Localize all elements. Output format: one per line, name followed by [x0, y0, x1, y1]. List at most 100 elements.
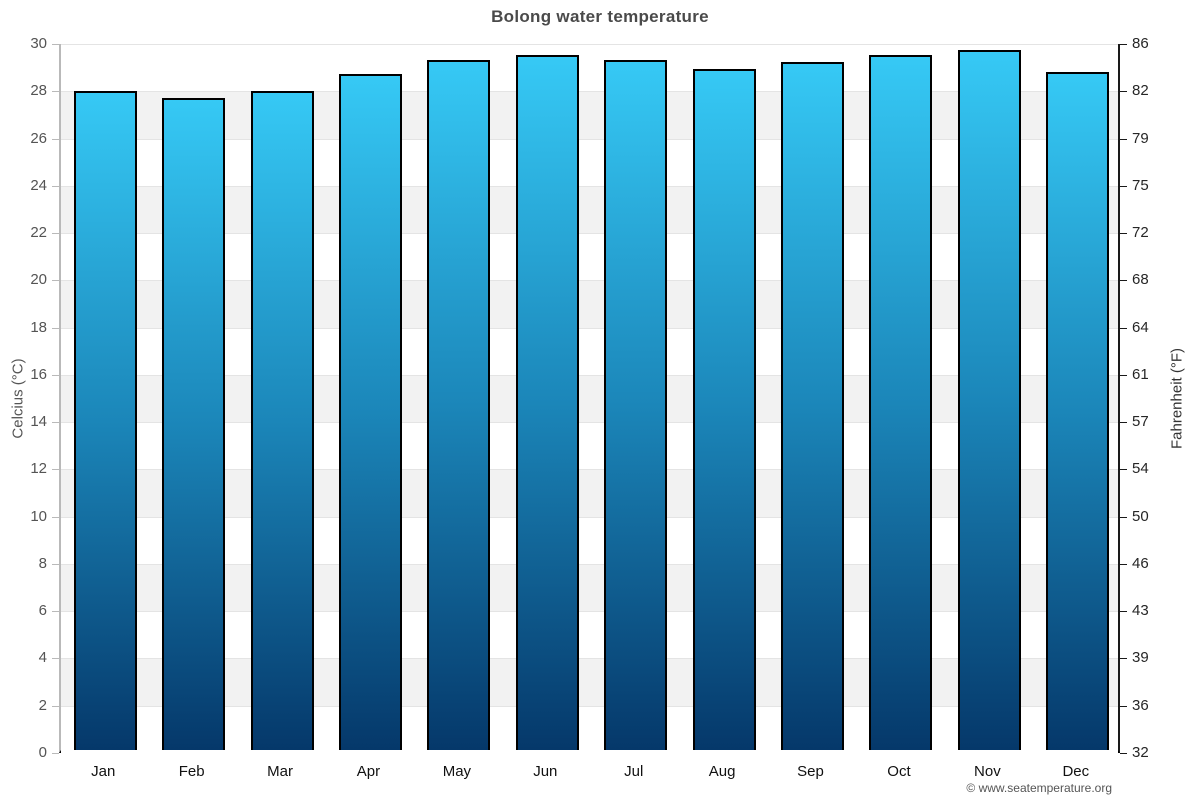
x-tick-label-jul: Jul: [624, 763, 644, 780]
grid-band: [61, 233, 1118, 281]
y-tick-fahrenheit-43: 43: [1132, 602, 1149, 620]
y-tick-celsius-2: 2: [38, 696, 47, 714]
tickmark-right: [1120, 185, 1127, 187]
tickmark-left: [52, 44, 59, 45]
grid-band: [61, 138, 1118, 186]
y-axis-label-fahrenheit: Fahrenheit (°F): [1168, 347, 1186, 450]
y-tick-fahrenheit-54: 54: [1132, 460, 1149, 478]
tickmark-right: [1120, 658, 1127, 660]
y-tick-fahrenheit-32: 32: [1132, 744, 1149, 761]
tickmark-left: [52, 185, 59, 187]
tickmark-left: [52, 280, 59, 282]
credit-text: © www.seatemperature.org: [966, 781, 1112, 795]
y-tick-celsius-30: 30: [30, 35, 47, 52]
grid-band: [61, 44, 1118, 92]
y-tick-fahrenheit-86: 86: [1132, 35, 1149, 52]
tickmark-left: [52, 753, 59, 754]
tickmark-left: [52, 138, 59, 140]
x-tick-label-sep: Sep: [797, 763, 824, 780]
y-tick-celsius-26: 26: [30, 129, 47, 147]
bar-jan: [73, 90, 137, 750]
tickmark-left: [52, 658, 59, 660]
grid-band: [61, 374, 1118, 423]
tickmark-left: [52, 469, 59, 471]
x-tick-label-may: May: [442, 763, 472, 780]
y-tick-fahrenheit-72: 72: [1132, 224, 1149, 242]
grid-band: [61, 422, 1118, 470]
x-tick-label-nov: Nov: [974, 763, 1001, 780]
tickmark-right: [1120, 563, 1127, 565]
x-tick-label-dec: Dec: [1062, 763, 1090, 780]
tickmark-left: [52, 422, 59, 424]
y-tick-celsius-14: 14: [30, 413, 47, 431]
bar-may: [427, 59, 491, 750]
y-tick-celsius-20: 20: [30, 271, 47, 289]
y-tick-celsius-22: 22: [30, 224, 47, 242]
bar-oct: [869, 55, 933, 750]
tickmark-left: [52, 705, 59, 707]
x-tick-label-apr: Apr: [356, 763, 381, 780]
bar-jun: [515, 55, 579, 750]
y-tick-celsius-18: 18: [30, 318, 47, 336]
y-tick-fahrenheit-79: 79: [1132, 129, 1149, 147]
tickmark-right: [1120, 705, 1127, 707]
y-tick-fahrenheit-75: 75: [1132, 176, 1149, 194]
bar-nov: [957, 50, 1021, 750]
bar-apr: [338, 74, 402, 750]
y-tick-celsius-4: 4: [38, 649, 47, 667]
tickmark-right: [1120, 280, 1127, 282]
tickmark-right: [1120, 233, 1127, 235]
tickmark-right: [1120, 422, 1127, 424]
y-tick-fahrenheit-68: 68: [1132, 271, 1149, 289]
y-tick-fahrenheit-39: 39: [1132, 649, 1149, 667]
y-tick-fahrenheit-61: 61: [1132, 365, 1149, 383]
y-tick-celsius-6: 6: [38, 602, 47, 620]
grid-band: [61, 563, 1118, 612]
bar-aug: [692, 69, 756, 750]
tickmark-right: [1120, 611, 1127, 613]
y-tick-fahrenheit-36: 36: [1132, 696, 1149, 714]
grid-band: [61, 469, 1118, 517]
grid-band: [61, 91, 1118, 139]
y-tick-fahrenheit-50: 50: [1132, 507, 1149, 525]
y-tick-fahrenheit-64: 64: [1132, 318, 1149, 336]
tickmark-left: [52, 374, 59, 376]
x-tick-label-jan: Jan: [91, 763, 116, 780]
y-tick-celsius-12: 12: [30, 460, 47, 478]
y-tick-fahrenheit-82: 82: [1132, 82, 1149, 100]
y-tick-celsius-28: 28: [30, 82, 47, 100]
tickmark-left: [52, 611, 59, 613]
grid-band: [61, 658, 1118, 706]
bar-dec: [1046, 71, 1110, 750]
y-tick-celsius-10: 10: [30, 507, 47, 525]
tickmark-left: [52, 327, 59, 329]
bar-sep: [781, 62, 845, 750]
y-tick-fahrenheit-46: 46: [1132, 554, 1149, 572]
x-tick-label-oct: Oct: [887, 763, 911, 780]
grid-band: [61, 611, 1118, 659]
tickmark-right: [1120, 516, 1127, 518]
tickmark-left: [52, 233, 59, 235]
y-tick-celsius-0: 0: [38, 744, 47, 761]
tickmark-right: [1120, 753, 1127, 754]
tickmark-right: [1120, 327, 1127, 329]
grid-band: [61, 705, 1118, 753]
y-tick-celsius-8: 8: [38, 554, 47, 572]
y-axis-label-celsius: Celcius (°C): [9, 358, 27, 439]
tickmark-right: [1120, 44, 1127, 45]
grid-band: [61, 516, 1118, 564]
bar-feb: [162, 97, 226, 750]
tickmark-left: [52, 91, 59, 93]
x-tick-label-jun: Jun: [533, 763, 558, 780]
x-tick-label-aug: Aug: [708, 763, 736, 780]
x-tick-label-feb: Feb: [178, 763, 205, 780]
tickmark-left: [52, 516, 59, 518]
tickmark-left: [52, 563, 59, 565]
x-tick-label-mar: Mar: [267, 763, 293, 780]
tickmark-right: [1120, 91, 1127, 93]
tickmark-right: [1120, 138, 1127, 140]
tickmark-right: [1120, 374, 1127, 376]
bar-jul: [604, 59, 668, 750]
y-tick-celsius-24: 24: [30, 176, 47, 194]
plot-area: [59, 44, 1120, 753]
